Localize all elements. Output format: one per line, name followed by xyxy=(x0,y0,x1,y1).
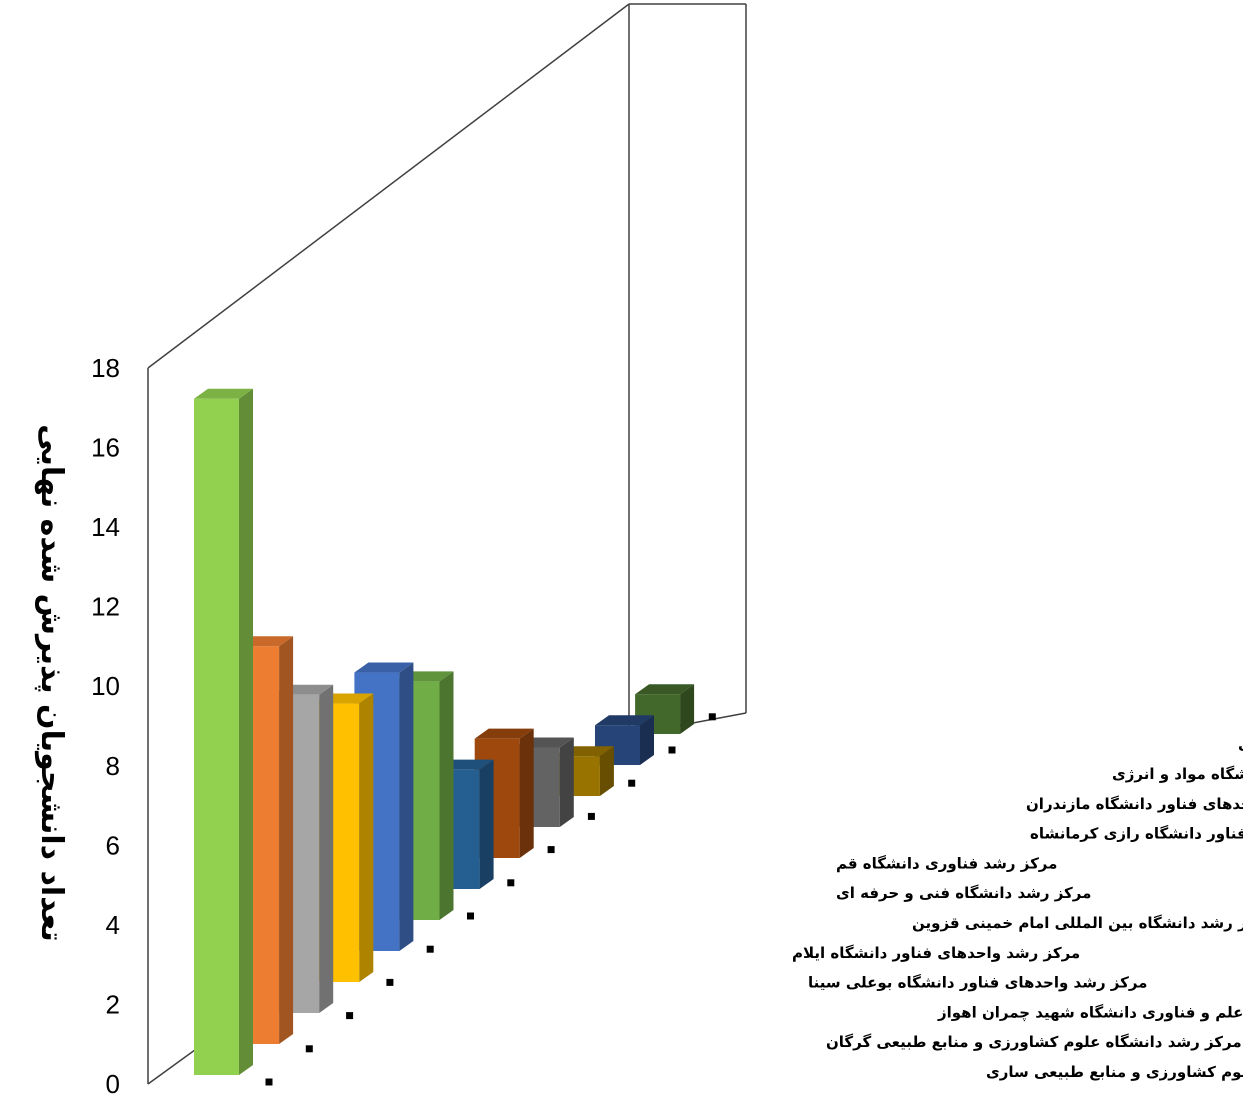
category-label: مرکز رشد دانشگاه علوم کشاورزی و منابع طب… xyxy=(826,1033,1242,1051)
category-tick-marker xyxy=(628,779,636,787)
category-tick-marker xyxy=(386,978,394,986)
y-tick-label: 2 xyxy=(106,989,120,1019)
y-tick-label: 12 xyxy=(91,592,120,622)
category-tick-marker xyxy=(467,912,474,920)
category-tick-marker xyxy=(547,846,555,854)
bar-top xyxy=(595,715,654,726)
category-label: مرکز رشد واحدهای فناور پژوهشگاه مواد و ا… xyxy=(1112,765,1243,784)
category-labels: مرکز رشد واحدهای فناوری طبرستان دانشگاه … xyxy=(792,735,1243,1081)
bar-side xyxy=(439,671,454,920)
bar-top xyxy=(635,684,695,695)
frame-left-back-edge xyxy=(147,3,630,369)
category-tick-marker xyxy=(305,1045,313,1053)
category-label: مرکز نوآوری و رشد واحدهای فناوری دانشگاه… xyxy=(1238,735,1243,753)
bar-side xyxy=(319,684,334,1013)
bar-front xyxy=(194,398,239,1075)
bar-side xyxy=(359,693,374,982)
category-label: مرکز رشد دانشگاه بین المللی امام خمینی ق… xyxy=(912,914,1243,932)
bar-side xyxy=(479,759,494,889)
bar-top xyxy=(474,728,534,739)
category-tick-marker xyxy=(587,812,595,820)
bar-side xyxy=(640,715,654,765)
bar-side xyxy=(519,728,534,858)
category-label: مرکز رشد واحدهای فناور دانشگاه ایلام xyxy=(792,944,1080,962)
bar-side xyxy=(559,737,574,827)
y-axis-title: تعداد دانشجویان پذیرش شده نهایی xyxy=(34,424,69,941)
bar-side xyxy=(599,746,614,796)
category-label: مرکز رشد واحدهای فناور دانشگاه رازی کرما… xyxy=(1030,825,1243,843)
category-label: مرکز رشد دانشگاه فنی و حرفه ای xyxy=(836,884,1091,902)
y-tick-label: 10 xyxy=(91,671,120,701)
bar-side xyxy=(399,662,414,951)
bar-side xyxy=(239,388,253,1075)
y-tick-label: 0 xyxy=(106,1069,120,1094)
category-tick-marker xyxy=(708,713,716,721)
bar xyxy=(194,388,253,1075)
bar-top xyxy=(194,388,253,399)
bar-side xyxy=(680,684,695,734)
category-label: مرکز رشد واحدهای فناور دانشگاه بوعلی سین… xyxy=(808,974,1147,992)
category-tick-marker xyxy=(426,945,434,953)
category-label: مرکز رشد فناوری دانشگاه قم xyxy=(836,854,1057,872)
y-tick-label: 16 xyxy=(91,433,120,463)
y-tick-label: 14 xyxy=(91,512,120,542)
category-tick-marker xyxy=(507,879,515,887)
category-label: مرکز رشد واحدهای فناور دانشگاه مازندران xyxy=(1026,795,1243,813)
bar-side xyxy=(279,636,294,1044)
y-axis: 0 2 4 6 8 10 12 14 16 18 xyxy=(91,353,120,1094)
floor-markers xyxy=(265,713,716,1086)
bar-top xyxy=(354,662,414,673)
y-tick-label: 6 xyxy=(106,830,120,860)
category-label: مرکز رشد فناوری پردیس علم و فناوری دانشگ… xyxy=(937,1003,1243,1022)
y-tick-label: 4 xyxy=(106,910,120,940)
bars xyxy=(194,388,695,1075)
category-label: مرکز رشد واحدهای فناوری طبرستان دانشگاه … xyxy=(986,1063,1243,1081)
y-tick-label: 8 xyxy=(106,751,120,781)
category-tick-marker xyxy=(346,1012,354,1020)
category-tick-marker xyxy=(668,746,676,754)
y-tick-label: 18 xyxy=(91,353,120,383)
category-tick-marker xyxy=(265,1078,273,1086)
